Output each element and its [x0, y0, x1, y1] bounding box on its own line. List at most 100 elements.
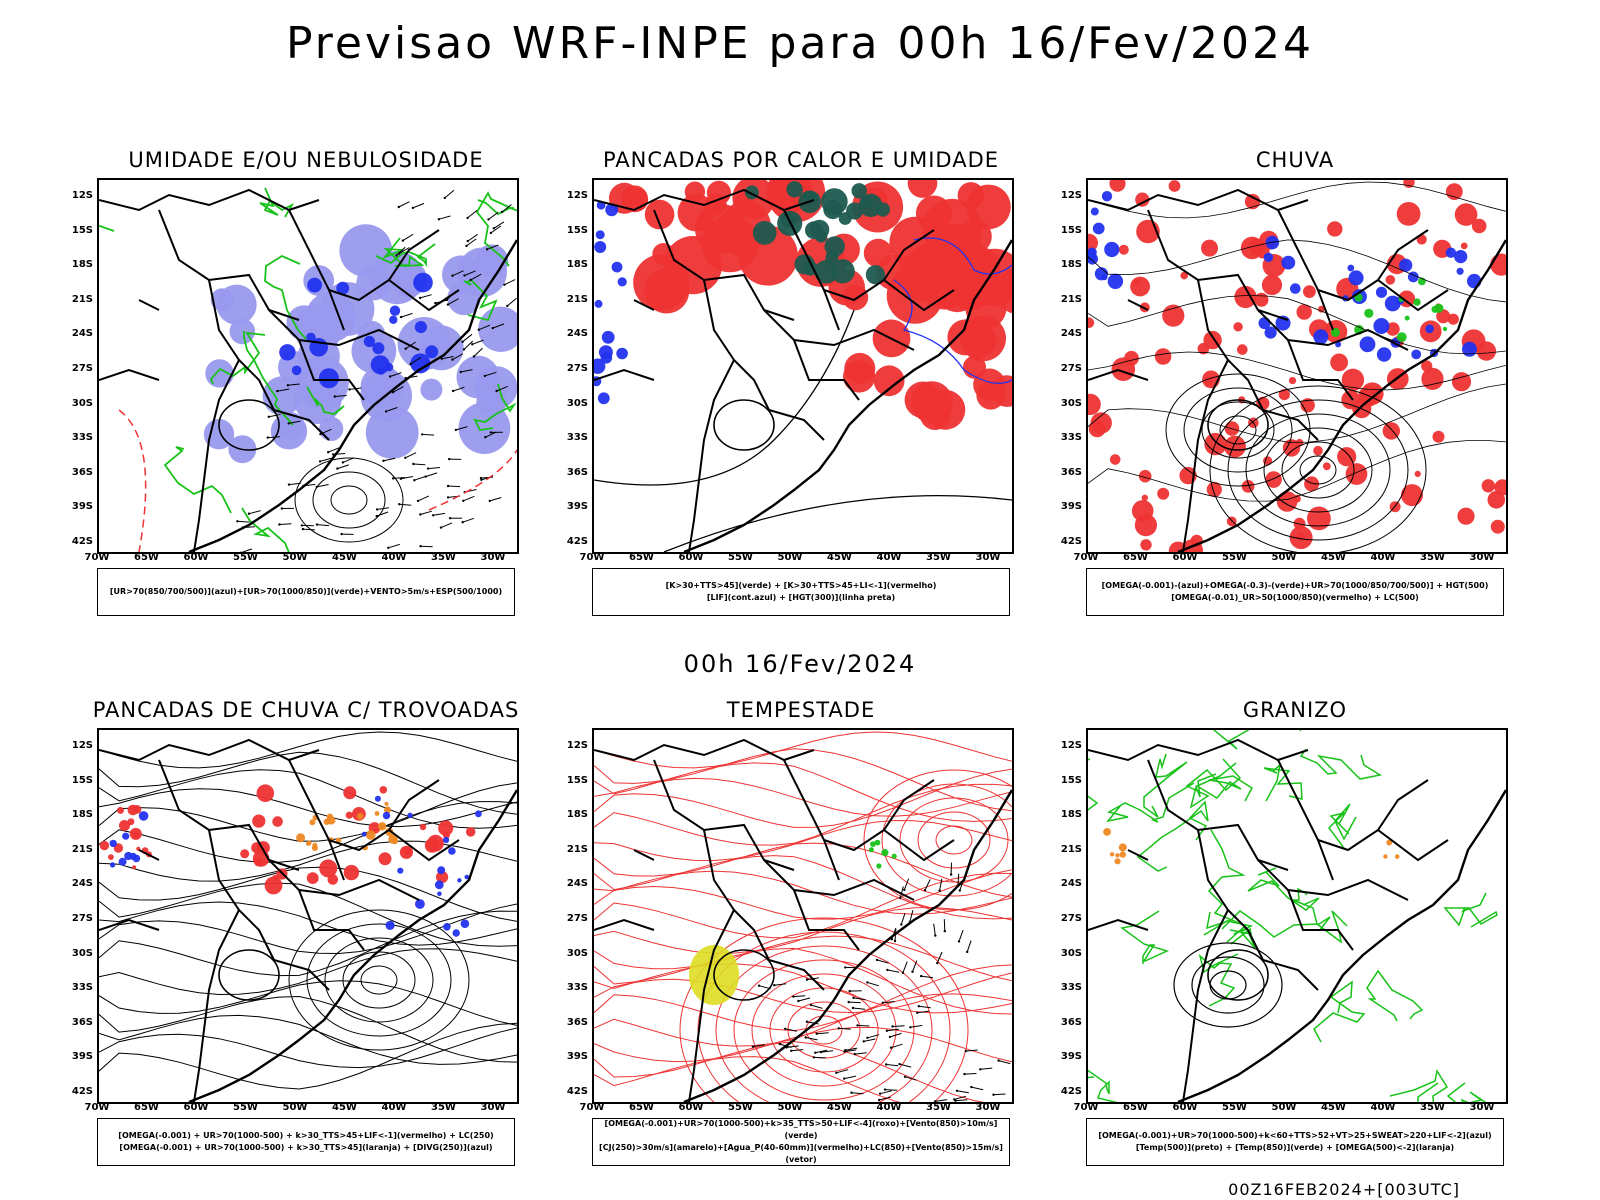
lat-tick-label: 39S	[566, 1051, 588, 1063]
legend-line: [CJ(250)>30m/s](amarelo)+[Agua_P(40-60mm…	[599, 1143, 1003, 1164]
lat-tick-label: 18S	[71, 259, 93, 271]
legend-line: [Temp(500)](preto) + [Temp(850)](verde) …	[1135, 1143, 1455, 1152]
lon-tick-label: 45W	[827, 552, 852, 563]
lat-tick-label: 18S	[71, 809, 93, 821]
lon-tick-label: 70W	[1073, 552, 1099, 563]
lon-tick-label: 35W	[926, 552, 951, 563]
legend-line: [K>30+TTS>45](verde) + [K>30+TTS>45+LI<-…	[665, 581, 937, 590]
map-canvas	[99, 731, 517, 1102]
lon-tick-label: 60W	[183, 1102, 209, 1113]
lon-tick-label: 45W	[332, 1102, 357, 1113]
map-canvas	[594, 731, 1012, 1102]
lat-tick-label: 39S	[71, 1051, 93, 1063]
lat-tick-label: 27S	[71, 363, 93, 374]
lat-tick-label: 15S	[566, 774, 588, 786]
panel-title: UMIDADE E/OU NEBULOSIDADE	[128, 148, 484, 172]
lat-tick-label: 33S	[566, 982, 588, 994]
forecast-map	[97, 178, 519, 554]
lat-tick-label: 36S	[71, 466, 93, 478]
lon-tick-label: 35W	[431, 552, 456, 563]
lon-tick-label: 70W	[84, 1102, 110, 1113]
forecast-map	[592, 728, 1014, 1104]
legend-line: [OMEGA(-0.001) + UR>70(1000-500) + k>30_…	[118, 1131, 494, 1140]
lon-tick-label: 30W	[1469, 1102, 1495, 1113]
lat-tick-label: 36S	[566, 1016, 588, 1028]
lat-tick-label: 33S	[1060, 432, 1082, 444]
lon-tick-label: 40W	[876, 552, 902, 563]
lat-tick-label: 21S	[566, 293, 588, 305]
lat-tick-label: 33S	[71, 432, 93, 444]
lat-tick-label: 33S	[71, 982, 93, 994]
lat-tick-label: 27S	[71, 913, 93, 924]
lat-tick-label: 15S	[71, 224, 93, 236]
lat-tick-label: 24S	[566, 878, 588, 890]
lat-tick-label: 36S	[566, 466, 588, 478]
lat-tick-label: 27S	[1060, 913, 1082, 924]
lon-tick-label: 60W	[1172, 552, 1198, 563]
lat-tick-label: 18S	[1060, 259, 1082, 271]
lat-tick-label: 12S	[71, 190, 93, 201]
lat-tick-label: 27S	[1060, 363, 1082, 374]
lat-tick-label: 39S	[1060, 1051, 1082, 1063]
map-canvas	[594, 180, 1012, 552]
lat-tick-label: 15S	[1060, 224, 1082, 236]
lat-tick-label: 15S	[71, 774, 93, 786]
lon-tick-label: 40W	[381, 552, 407, 563]
lat-tick-label: 42S	[566, 536, 588, 547]
lat-tick-label: 24S	[1060, 328, 1082, 340]
lon-tick-label: 60W	[1172, 1102, 1198, 1113]
lon-tick-label: 70W	[1073, 1102, 1099, 1113]
lon-tick-label: 45W	[1321, 1102, 1346, 1113]
lon-tick-label: 50W	[777, 1102, 803, 1113]
lat-tick-label: 30S	[566, 947, 588, 959]
lat-tick-label: 12S	[566, 740, 588, 751]
lat-tick-label: 12S	[566, 190, 588, 201]
forecast-map	[1086, 178, 1508, 554]
lon-tick-label: 65W	[134, 1102, 159, 1113]
forecast-map	[1086, 728, 1508, 1104]
lat-tick-label: 42S	[1060, 1086, 1082, 1097]
lat-tick-label: 36S	[71, 1016, 93, 1028]
lat-tick-label: 30S	[1060, 397, 1082, 409]
panel-legend: [OMEGA(-0.001)+UR>70(1000-500)+k<60+TTS>…	[1086, 1118, 1504, 1166]
lon-tick-label: 70W	[84, 552, 110, 563]
lat-tick-label: 24S	[566, 328, 588, 340]
panel-title: PANCADAS DE CHUVA C/ TROVOADAS	[92, 698, 520, 722]
legend-line: [OMEGA(-0.01)_UR>50(1000/850)(vermelho) …	[1171, 593, 1419, 602]
lat-tick-label: 18S	[566, 809, 588, 821]
lon-tick-label: 50W	[777, 552, 803, 563]
legend-line: [OMEGA(-0.001)-(azul)+OMEGA(-0.3)-(verde…	[1101, 581, 1489, 590]
lon-tick-label: 65W	[1123, 552, 1148, 563]
lon-tick-label: 30W	[975, 552, 1001, 563]
panel-legend: [K>30+TTS>45](verde) + [K>30+TTS>45+LI<-…	[592, 568, 1010, 616]
lat-tick-label: 12S	[71, 740, 93, 751]
panel-title: TEMPESTADE	[726, 698, 876, 722]
lon-tick-label: 65W	[629, 552, 654, 563]
lat-tick-label: 39S	[566, 501, 588, 513]
lon-tick-label: 55W	[728, 1102, 753, 1113]
lat-tick-label: 39S	[71, 501, 93, 513]
lat-tick-label: 27S	[566, 913, 588, 924]
map-canvas	[99, 187, 517, 552]
lon-tick-label: 65W	[629, 1102, 654, 1113]
panel-legend: [OMEGA(-0.001)-(azul)+OMEGA(-0.3)-(verde…	[1086, 568, 1504, 616]
lat-tick-label: 27S	[566, 363, 588, 374]
lon-tick-label: 55W	[233, 552, 258, 563]
lat-tick-label: 24S	[1060, 878, 1082, 890]
lon-tick-label: 55W	[1222, 552, 1247, 563]
lon-tick-label: 50W	[282, 1102, 308, 1113]
lat-tick-label: 30S	[71, 397, 93, 409]
lon-tick-label: 60W	[678, 1102, 704, 1113]
lat-tick-label: 42S	[71, 1086, 93, 1097]
lon-tick-label: 45W	[332, 552, 357, 563]
panel-title: GRANIZO	[1242, 698, 1348, 722]
lat-tick-label: 21S	[566, 843, 588, 855]
lon-tick-label: 40W	[876, 1102, 902, 1113]
lon-tick-label: 40W	[381, 1102, 407, 1113]
lon-tick-label: 40W	[1370, 552, 1396, 563]
map-canvas	[1088, 730, 1506, 1102]
legend-line: [LIF](cont.azul) + [HGT(300)](linha pret…	[706, 593, 896, 602]
lat-tick-label: 12S	[1060, 190, 1082, 201]
lat-tick-label: 24S	[71, 328, 93, 340]
lon-tick-label: 50W	[1271, 1102, 1297, 1113]
